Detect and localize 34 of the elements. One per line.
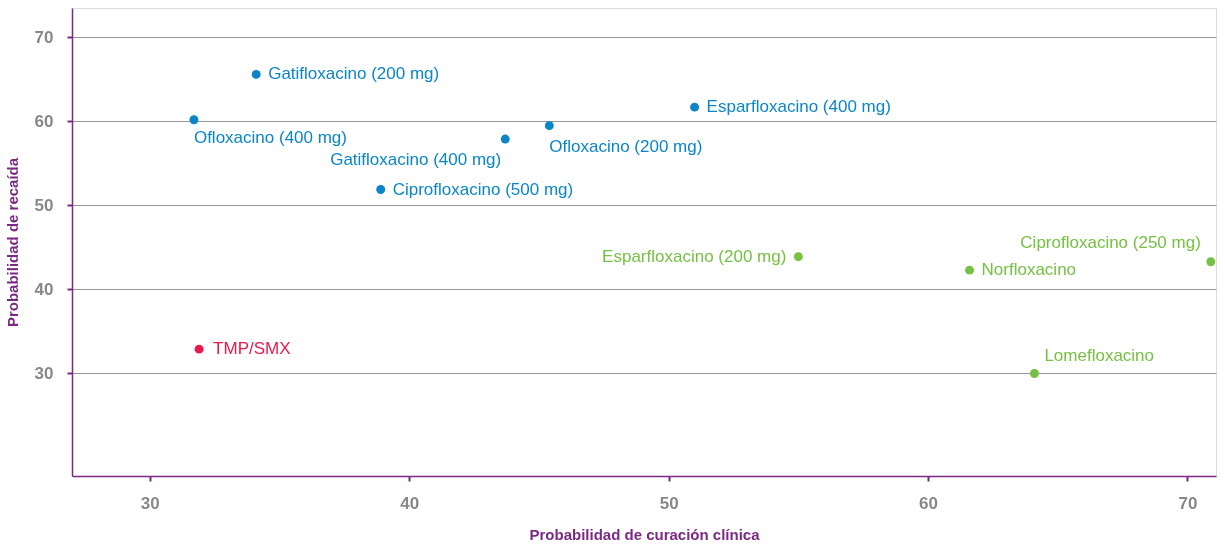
annotation: Ciprofloxacino (500 mg) [392, 180, 574, 200]
y-tick-label: 50 [34, 195, 54, 215]
x-tick-label: 40 [400, 493, 420, 513]
annotation: Ciprofloxacino (250 mg) [1020, 232, 1201, 252]
annotation: Esparfloxacino (200 mg) [602, 246, 787, 266]
y-tick-label: 60 [34, 111, 54, 131]
point [690, 102, 700, 112]
point [189, 115, 199, 125]
x-axis-title: Probabilidad de curación clínica [529, 525, 761, 543]
annotation: Lomefloxacino [1044, 346, 1155, 366]
point [1029, 369, 1039, 378]
annotation: Ofloxacino (400 mg) [193, 127, 347, 147]
annotation: Gatifloxacino (200 mg) [268, 64, 440, 84]
point [194, 344, 204, 354]
annotation: Esparfloxacino (400 mg) [706, 97, 891, 117]
x-tick-label: 70 [1178, 493, 1198, 513]
x-tick-label: 60 [919, 493, 939, 513]
y-tick-label: 70 [34, 27, 54, 47]
point [793, 252, 803, 262]
point [544, 121, 554, 131]
y-tick-label: 30 [34, 363, 54, 383]
point [500, 134, 510, 144]
point [1206, 257, 1216, 267]
point [376, 185, 386, 194]
annotation: TMP/SMX [213, 339, 291, 359]
y-axis-title: Probabilidad de recaída [3, 157, 21, 328]
point [965, 265, 975, 275]
annotation: Norfloxacino [981, 260, 1077, 280]
point [251, 69, 261, 79]
annotation: Gatifloxacino (400 mg) [330, 150, 502, 170]
x-tick-label: 30 [140, 493, 160, 513]
y-tick-label: 40 [34, 279, 54, 299]
x-tick-label: 50 [659, 493, 679, 513]
annotation: Ofloxacino (200 mg) [549, 136, 703, 156]
